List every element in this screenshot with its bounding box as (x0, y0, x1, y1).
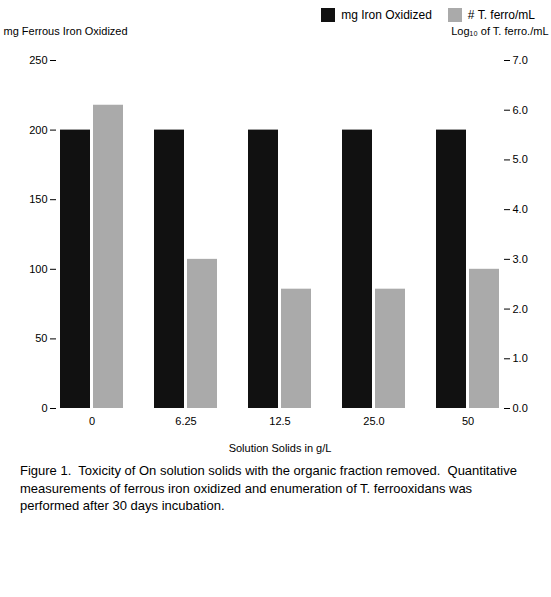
html-text:Figure 1. Toxicity of On solut: Figure 1. Toxicity of On solution solids… (20, 463, 521, 514)
svg-text:50: 50 (462, 415, 474, 427)
svg-text:5.0: 5.0 (513, 153, 528, 165)
svg-text:4.0: 4.0 (513, 203, 528, 215)
svg-text:50: 50 (35, 332, 47, 344)
svg-text:0.0: 0.0 (513, 402, 528, 414)
svg-text:6.25: 6.25 (175, 415, 196, 427)
svg-text:150: 150 (29, 193, 47, 205)
svg-text:7.0: 7.0 (513, 54, 528, 66)
svg-text:0: 0 (41, 402, 47, 414)
svg-text:3.0: 3.0 (513, 253, 528, 265)
svg-text:mg Ferrous Iron Oxidized: mg Ferrous Iron Oxidized (4, 25, 128, 37)
svg-text:25.0: 25.0 (363, 415, 384, 427)
html-text:# T. ferro/mL: # T. ferro/mL (467, 8, 535, 22)
html-text:mg Iron Oxidized: mg Iron Oxidized (341, 8, 432, 22)
svg-text:Log₁₀ of T. ferro./mL: Log₁₀ of T. ferro./mL (451, 25, 548, 37)
svg-text:100: 100 (29, 263, 47, 275)
svg-text:6.0: 6.0 (513, 104, 528, 116)
svg-text:Solution Solids in g/L: Solution Solids in g/L (229, 442, 332, 454)
svg-text:12.5: 12.5 (269, 415, 290, 427)
svg-text:2.0: 2.0 (513, 303, 528, 315)
svg-text:1.0: 1.0 (513, 352, 528, 364)
svg-text:250: 250 (29, 54, 47, 66)
svg-text:0: 0 (89, 415, 95, 427)
svg-text:200: 200 (29, 124, 47, 136)
